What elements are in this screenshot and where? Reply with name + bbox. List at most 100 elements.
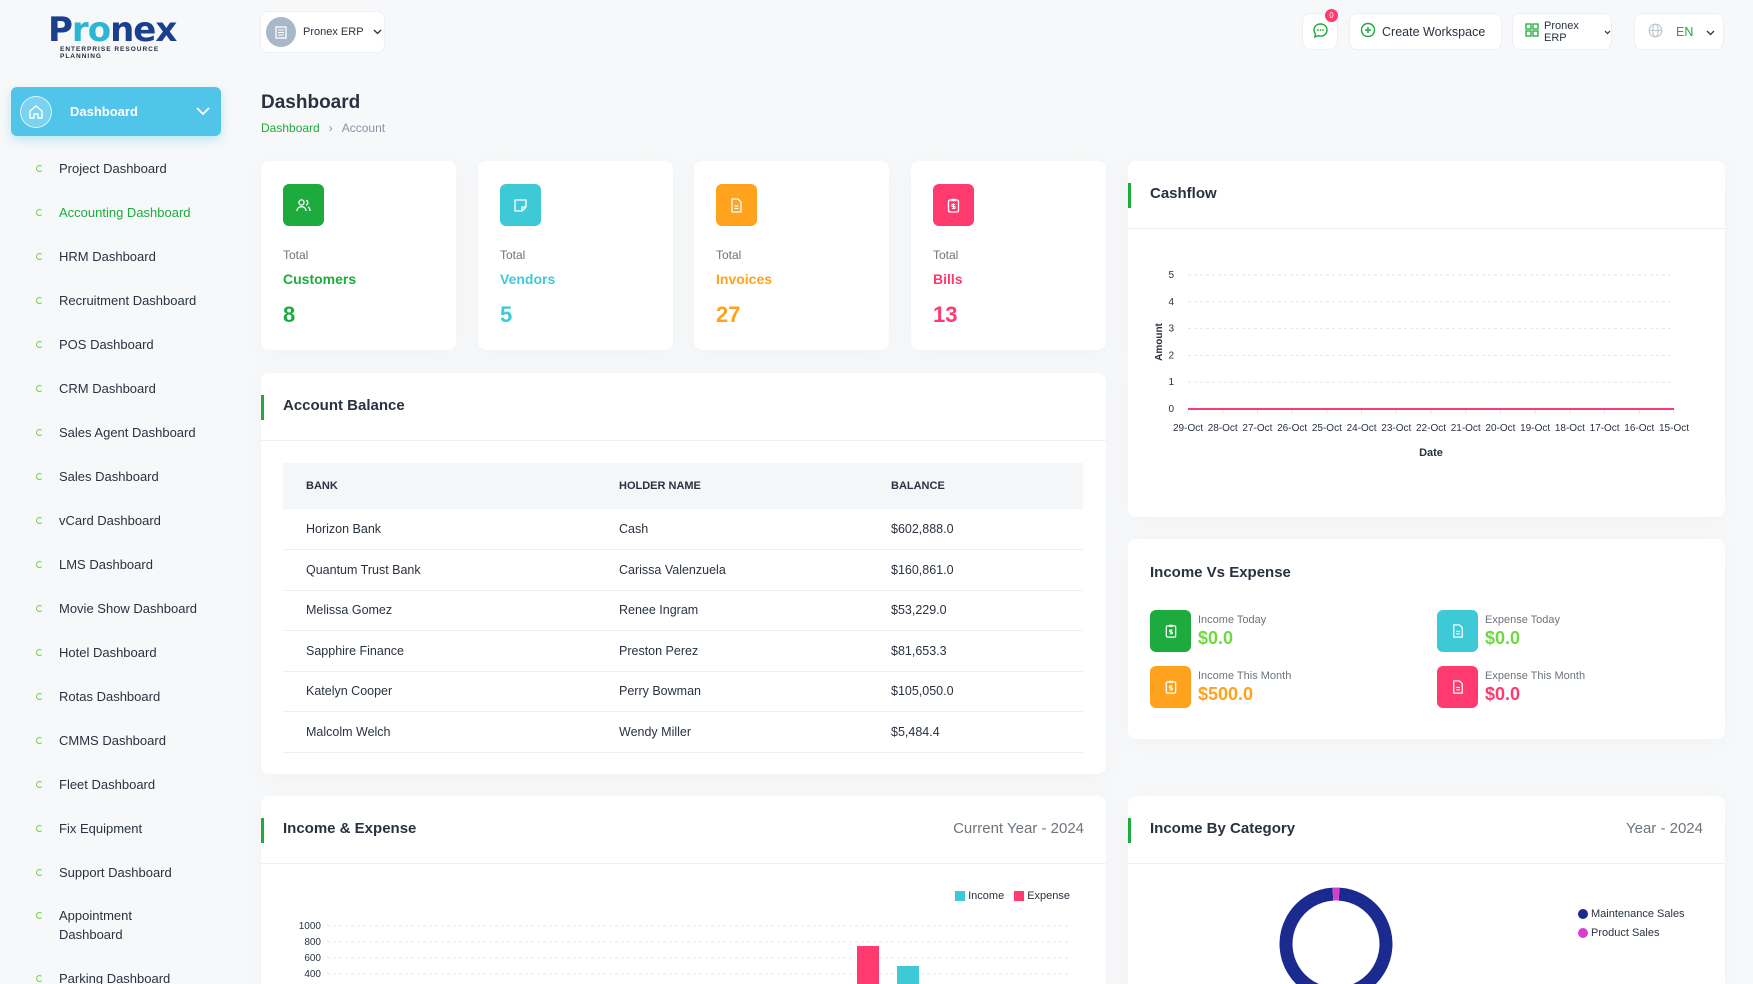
breadcrumb: Dashboard › Account bbox=[261, 121, 385, 135]
y-tick-label: 4 bbox=[1168, 297, 1174, 308]
stat-card-customers[interactable]: Total Customers 8 bbox=[261, 161, 456, 350]
stat-card-bills[interactable]: Total Bills 13 bbox=[911, 161, 1106, 350]
breadcrumb-current: Account bbox=[341, 121, 386, 135]
bullet-icon bbox=[36, 164, 43, 172]
messages-button[interactable]: 0 bbox=[1302, 9, 1338, 50]
income-expense-card: Income & Expense Current Year - 2024 Inc… bbox=[261, 796, 1106, 984]
sidebar-item[interactable]: Accounting Dashboard bbox=[0, 190, 236, 234]
bullet-icon bbox=[36, 824, 43, 832]
income-today: Income Today $0.0 bbox=[1150, 610, 1266, 652]
workspace-avatar-icon bbox=[266, 17, 296, 47]
sidebar-item-label: Accounting Dashboard bbox=[59, 204, 191, 220]
x-tick-label: 25-Oct bbox=[1312, 423, 1342, 434]
card-accent-bar bbox=[261, 818, 264, 843]
sidebar-item[interactable]: CMMS Dashboard bbox=[0, 718, 236, 762]
language-selector[interactable]: EN bbox=[1634, 13, 1724, 50]
bullet-icon bbox=[36, 428, 43, 436]
expense-bar[interactable] bbox=[857, 946, 879, 984]
sidebar-item[interactable]: POS Dashboard bbox=[0, 322, 236, 366]
sidebar-item[interactable]: LMS Dashboard bbox=[0, 542, 236, 586]
workspace-selector[interactable]: Pronex ERP bbox=[260, 11, 385, 53]
table-row: Sapphire Finance Preston Perez $81,653.3 bbox=[283, 630, 1083, 672]
sidebar-item[interactable]: vCard Dashboard bbox=[0, 498, 236, 542]
sidebar-item[interactable]: Recruitment Dashboard bbox=[0, 278, 236, 322]
create-workspace-label: Create Workspace bbox=[1382, 24, 1486, 39]
sidebar-item[interactable]: Fleet Dashboard bbox=[0, 762, 236, 806]
ie-value: $0.0 bbox=[1485, 683, 1521, 704]
x-tick-label: 27-Oct bbox=[1242, 423, 1272, 434]
plus-circle-icon bbox=[1360, 22, 1376, 41]
cashflow-card: Cashflow 0 1 2 3 4 5 29-Oct 28-Oct 27-Oct 26-Oct 2… bbox=[1128, 161, 1725, 517]
sidebar-item-label: POS Dashboard bbox=[59, 336, 154, 352]
card-header: Cashflow bbox=[1128, 161, 1725, 229]
y-tick-label: 800 bbox=[304, 937, 321, 948]
apps-grid-icon bbox=[1525, 23, 1539, 40]
bullet-icon bbox=[36, 692, 43, 700]
sidebar-item-label: Rotas Dashboard bbox=[59, 688, 161, 704]
sidebar-dashboard-toggle[interactable]: Dashboard bbox=[11, 87, 221, 136]
sidebar-item[interactable]: Hotel Dashboard bbox=[0, 630, 236, 674]
account-balance-card: Account Balance BANK HOLDER NAME BALANCE… bbox=[261, 373, 1106, 774]
ie-label: Income Today bbox=[1198, 613, 1267, 626]
sidebar-item[interactable]: Sales Agent Dashboard bbox=[0, 410, 236, 454]
sidebar-item[interactable]: Fix Equipment bbox=[0, 806, 236, 850]
sidebar-item[interactable]: CRM Dashboard bbox=[0, 366, 236, 410]
table-cell: Horizon Bank bbox=[283, 509, 596, 550]
legend-item-maintenance-sales[interactable]: Maintenance Sales bbox=[1578, 908, 1685, 920]
breadcrumb-home-link[interactable]: Dashboard bbox=[261, 121, 320, 135]
table-cell: $5,484.4 bbox=[868, 711, 1083, 753]
x-tick-label: 29-Oct bbox=[1173, 423, 1203, 434]
x-tick-label: 18-Oct bbox=[1555, 423, 1585, 434]
stat-value: 8 bbox=[283, 302, 296, 327]
home-icon bbox=[20, 95, 52, 128]
card-accent-bar bbox=[1128, 818, 1131, 843]
apps-label: Pronex ERP bbox=[1544, 19, 1579, 44]
income-bar[interactable] bbox=[897, 966, 919, 984]
logo[interactable]: Pronex ENTERPRISE RESOURCE PLANNING bbox=[48, 10, 177, 60]
bullet-icon bbox=[36, 604, 43, 612]
workspace-name: Pronex ERP bbox=[303, 26, 364, 38]
create-workspace-button[interactable]: Create Workspace bbox=[1349, 13, 1502, 50]
chevron-down-icon bbox=[1604, 26, 1611, 38]
apps-switcher[interactable]: Pronex ERP bbox=[1512, 13, 1612, 50]
sidebar-item[interactable]: Support Dashboard bbox=[0, 850, 236, 894]
card-period: Year - 2024 bbox=[1625, 820, 1703, 837]
table-cell: Melissa Gomez bbox=[283, 590, 596, 631]
sidebar-item[interactable]: Parking Dashboard bbox=[0, 956, 236, 984]
x-tick-label: 16-Oct bbox=[1624, 423, 1654, 434]
sidebar-item-label: Sales Agent Dashboard bbox=[59, 424, 196, 440]
chevron-down-icon bbox=[1706, 25, 1715, 39]
sidebar-item[interactable]: Movie Show Dashboard bbox=[0, 586, 236, 630]
sidebar-item[interactable]: HRM Dashboard bbox=[0, 234, 236, 278]
column-header: HOLDER NAME bbox=[596, 463, 868, 509]
sidebar-item[interactable]: Appointment Dashboard bbox=[0, 894, 236, 956]
income-this-month: Income This Month $500.0 bbox=[1150, 666, 1291, 708]
legend-item-product-sales[interactable]: Product Sales bbox=[1578, 927, 1685, 939]
legend-item-income[interactable]: Income bbox=[955, 890, 1004, 902]
ie-value: $0.0 bbox=[1198, 627, 1234, 648]
table-cell: $53,229.0 bbox=[868, 590, 1083, 631]
table-cell: Katelyn Cooper bbox=[283, 671, 596, 712]
table-cell: Malcolm Welch bbox=[283, 711, 596, 753]
ie-label: Expense This Month bbox=[1485, 669, 1586, 682]
pie-slice[interactable] bbox=[1279, 887, 1393, 984]
legend-item-expense[interactable]: Expense bbox=[1014, 890, 1070, 902]
table-cell: Cash bbox=[596, 509, 868, 550]
y-axis-label: Amount bbox=[1154, 322, 1165, 360]
stat-card-vendors[interactable]: Total Vendors 5 bbox=[478, 161, 673, 350]
bullet-icon bbox=[36, 736, 43, 744]
card-title: Cashflow bbox=[1150, 185, 1217, 202]
sidebar-item[interactable]: Sales Dashboard bbox=[0, 454, 236, 498]
bullet-icon bbox=[36, 252, 43, 260]
stat-card-invoices[interactable]: Total Invoices 27 bbox=[694, 161, 889, 350]
bullet-icon bbox=[36, 384, 43, 392]
stat-value: 13 bbox=[933, 302, 958, 327]
sidebar-item-label: HRM Dashboard bbox=[59, 248, 156, 264]
sidebar-item[interactable]: Rotas Dashboard bbox=[0, 674, 236, 718]
y-tick-label: 0 bbox=[1168, 404, 1174, 415]
sidebar-item[interactable]: Project Dashboard bbox=[0, 146, 236, 190]
chart-legend: Income Expense bbox=[955, 890, 1070, 902]
income-category-chart bbox=[1279, 887, 1393, 984]
x-tick-label: 20-Oct bbox=[1485, 423, 1515, 434]
y-tick-label: 2 bbox=[1168, 350, 1174, 361]
